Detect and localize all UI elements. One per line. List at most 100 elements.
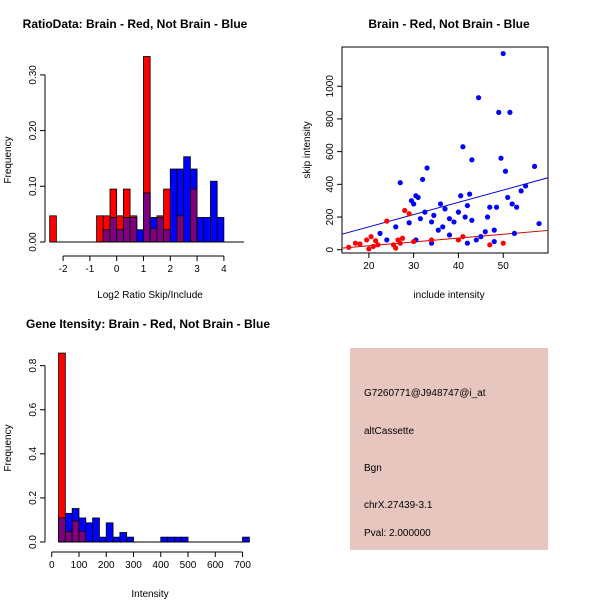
overlap-bar <box>64 531 73 543</box>
not-brain-point <box>491 227 497 233</box>
x-tick-label: 600 <box>207 560 224 571</box>
brain-point <box>399 235 406 241</box>
scatter-plot: Brain - Red, Not Brain - Blue 20 30 40 5002… <box>302 17 549 301</box>
brain-point <box>487 242 493 248</box>
not-brain-point <box>473 237 479 243</box>
not-brain-point <box>498 155 504 161</box>
brain-point <box>366 246 372 252</box>
brain-point <box>428 237 435 243</box>
not-brain-point <box>377 230 383 236</box>
not-brain-point <box>446 216 453 222</box>
brain-bar <box>49 215 57 243</box>
scatter-axes: 20 30 40 50 0 200 400 600 800 1000 <box>325 75 509 272</box>
not-brain-point <box>435 227 441 233</box>
brain-point <box>397 240 403 246</box>
scatter-xlabel: include intensity <box>413 290 484 301</box>
intensity-histogram-title: Gene Itensity: Brain - Red, Not Brain - … <box>26 317 270 331</box>
x-tick-label: 700 <box>234 560 251 571</box>
not-brain-point <box>442 206 448 212</box>
x-tick-label: 200 <box>98 560 115 571</box>
not-brain-point <box>422 209 428 215</box>
not-brain-bar <box>112 536 121 543</box>
not-brain-bar <box>126 536 134 543</box>
brain-point <box>352 240 359 246</box>
intensity-histogram-xlabel: Intensity <box>131 589 168 600</box>
ratio-histogram: RatioData: Brain - Red, Not Brain - Blue… <box>3 17 248 301</box>
brain-point <box>346 244 352 250</box>
info-panel: G7260771@J948747@i_at altCassette Bgn ch… <box>350 348 548 550</box>
x-tick-label: 40 <box>453 261 465 272</box>
intensity-histogram-axes: 0 100 200 300 400 500 600 700 0.0 0.2 0.4 0.6 0.8 <box>28 358 251 571</box>
not-brain-point <box>482 229 488 235</box>
brain-bar <box>58 352 66 543</box>
ratio-histogram-axes: -2 -1 0 1 2 3 4 0.00 0.10 0.20 0.30 <box>28 65 227 275</box>
not-brain-point <box>511 230 518 236</box>
brain-bar <box>96 215 104 243</box>
y-tick-label: 0.00 <box>28 232 39 252</box>
scatter-ylabel: skip intensity <box>302 121 313 178</box>
not-brain-bar <box>136 229 144 243</box>
not-brain-point <box>424 165 430 171</box>
info-panel-background <box>350 348 548 550</box>
y-tick-label: 0.2 <box>28 491 39 505</box>
not-brain-point <box>384 237 390 243</box>
scatter-plot-box <box>341 46 549 254</box>
brain-point <box>357 241 363 247</box>
x-tick-label: 20 <box>363 261 375 272</box>
not-brain-bar <box>92 517 100 543</box>
not-brain-point <box>475 95 482 101</box>
y-tick-label: 0.0 <box>28 535 39 549</box>
not-brain-point <box>469 157 475 163</box>
x-tick-label: 500 <box>180 560 197 571</box>
not-brain-bar <box>99 536 107 543</box>
overlap-bar <box>163 229 171 243</box>
event-type-label: altCassette <box>364 426 414 437</box>
overlap-bar <box>176 215 185 243</box>
not-brain-point <box>505 194 511 201</box>
overlap-bar <box>109 217 118 243</box>
brain-point <box>370 243 376 250</box>
overlap-bar <box>78 531 87 543</box>
y-tick-label: 0 <box>325 247 336 253</box>
not-brain-point <box>507 109 513 115</box>
intensity-histogram: Gene Itensity: Brain - Red, Not Brain - … <box>3 317 270 600</box>
y-tick-label: 0.30 <box>28 65 39 85</box>
overlap-bar <box>156 217 164 243</box>
not-brain-point <box>509 201 515 207</box>
not-brain-point <box>455 209 462 215</box>
brain-point <box>372 238 379 244</box>
not-brain-bar <box>183 156 191 243</box>
y-tick-label: 0.10 <box>28 176 39 196</box>
not-brain-bar <box>180 536 189 543</box>
intensity-histogram-ylabel: Frequency <box>3 424 14 471</box>
not-brain-point <box>467 191 473 197</box>
not-brain-point <box>451 219 457 225</box>
not-brain-bar <box>216 217 225 243</box>
x-tick-label: -1 <box>85 264 94 275</box>
not-brain-point <box>502 168 509 174</box>
y-tick-label: 1000 <box>325 75 336 98</box>
not-brain-bar <box>173 536 182 543</box>
brain-point <box>364 237 370 243</box>
ratio-histogram-bars <box>49 56 244 243</box>
brain-point <box>406 211 412 217</box>
overlap-bar <box>102 229 111 243</box>
y-tick-label: 0.4 <box>28 446 39 460</box>
x-tick-label: 0 <box>114 264 120 275</box>
brain-point <box>455 237 462 243</box>
ratio-histogram-title: RatioData: Brain - Red, Not Brain - Blue <box>23 17 248 31</box>
not-brain-bar <box>85 522 94 543</box>
not-brain-point <box>496 109 502 115</box>
probe-id-label: G7260771@J948747@i_at <box>364 388 486 399</box>
y-tick-label: 0.6 <box>28 402 39 416</box>
not-brain-point <box>487 204 493 210</box>
not-brain-bar <box>242 536 250 543</box>
not-brain-point <box>518 188 524 194</box>
not-brain-bar <box>160 536 168 543</box>
overlap-bar <box>149 228 158 243</box>
not-brain-bar <box>196 217 205 243</box>
not-brain-point <box>536 220 542 227</box>
y-tick-label: 0.8 <box>28 358 39 372</box>
not-brain-point <box>462 214 468 220</box>
not-brain-point <box>491 238 497 245</box>
